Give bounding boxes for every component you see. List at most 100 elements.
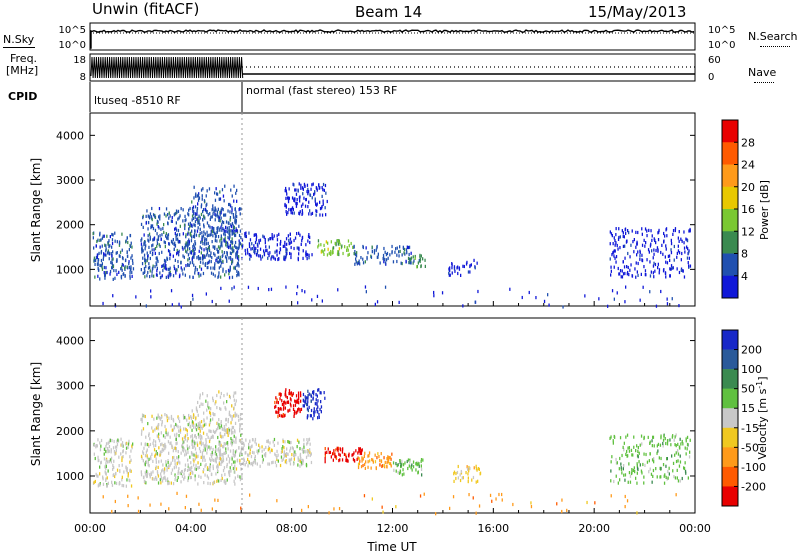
scatter-cell: [94, 479, 96, 484]
scatter-cell: [284, 390, 287, 394]
scatter-cell: [322, 250, 324, 254]
scatter-cell: [121, 478, 123, 482]
scatter-cell: [259, 464, 261, 468]
scatter-cell: [146, 442, 148, 447]
scatter-cell: [152, 227, 155, 231]
scatter-cell: [402, 463, 405, 467]
scatter-cell: [198, 502, 200, 506]
scatter-cell: [153, 448, 156, 452]
scatter-cell: [269, 441, 271, 445]
scatter-cell: [322, 202, 324, 206]
scatter-cell: [284, 460, 286, 464]
scatter-cell: [169, 266, 171, 270]
scatter-cell: [671, 297, 673, 301]
scatter-cell: [685, 471, 687, 475]
scatter-cell: [189, 455, 191, 459]
scatter-cell: [385, 258, 388, 262]
scatter-cell: [206, 394, 208, 398]
scatter-cell: [610, 269, 612, 273]
scatter-cell: [164, 475, 166, 479]
scatter-cell: [288, 242, 290, 246]
scatter-cell: [112, 294, 114, 298]
scatter-cell: [167, 433, 169, 437]
nsky-legend-line: [3, 47, 35, 48]
scatter-cell: [240, 433, 242, 437]
scatter-cell: [304, 290, 306, 294]
scatter-cell: [685, 237, 687, 241]
scatter-cell: [174, 475, 177, 479]
scatter-cell: [265, 445, 267, 450]
scatter-cell: [120, 276, 123, 280]
scatter-cell: [249, 493, 251, 497]
scatter-cell: [347, 239, 350, 243]
scatter-cell: [225, 481, 227, 485]
scatter-cell: [318, 183, 320, 187]
scatter-cell: [217, 226, 219, 230]
scatter-cell: [223, 401, 225, 405]
scatter-cell: [111, 241, 114, 246]
scatter-cell: [471, 478, 473, 482]
scatter-cell: [157, 237, 160, 241]
velocity-y-label: Slant Range [km]: [29, 362, 43, 466]
scatter-cell: [281, 399, 283, 403]
scatter-cell: [226, 478, 228, 482]
scatter-cell: [674, 476, 677, 480]
scatter-cell: [396, 259, 398, 264]
scatter-cell: [657, 442, 660, 446]
scatter-cell: [236, 253, 238, 257]
scatter-cell: [566, 508, 568, 512]
scatter-cell: [194, 434, 196, 438]
scatter-cell: [662, 444, 664, 448]
scatter-cell: [288, 207, 290, 212]
nsearch-legend-line: [760, 46, 790, 47]
scatter-cell: [212, 396, 214, 400]
scatter-cell: [405, 248, 408, 252]
scatter-cell: [628, 449, 631, 453]
scatter-cell: [229, 204, 232, 208]
scatter-cell: [634, 470, 636, 474]
scatter-cell: [294, 236, 297, 240]
scatter-cell: [157, 481, 160, 485]
scatter-cell: [646, 460, 649, 464]
scatter-cell: [223, 428, 225, 432]
scatter-cell: [618, 467, 620, 471]
scatter-cell: [400, 463, 402, 467]
scatter-cell: [167, 461, 169, 465]
scatter-cell: [227, 230, 229, 234]
scatter-cell: [248, 446, 250, 450]
scatter-cell: [404, 252, 406, 256]
scatter-cell: [211, 454, 213, 458]
scatter-cell: [208, 468, 211, 472]
nsearch-label: N.Search: [748, 30, 798, 43]
scatter-cell: [218, 457, 220, 461]
scatter-cell: [388, 456, 390, 460]
scatter-cell: [189, 221, 191, 225]
nsky-trace: [90, 29, 695, 49]
scatter-cell: [212, 447, 214, 452]
scatter-cell: [649, 244, 652, 248]
scatter-cell: [309, 235, 311, 239]
scatter-cell: [631, 468, 633, 472]
scatter-cell: [294, 403, 297, 407]
scatter-cell: [233, 414, 235, 418]
scatter-cell: [354, 252, 356, 256]
scatter-cell: [271, 461, 273, 465]
scatter-cell: [199, 396, 201, 400]
scatter-cell: [626, 449, 628, 454]
scatter-cell: [175, 221, 177, 225]
scatter-cell: [187, 463, 189, 467]
colorbar-tick-label: 20: [741, 181, 755, 194]
scatter-cell: [287, 200, 290, 204]
scatter-cell: [389, 462, 392, 466]
scatter-cell: [275, 464, 278, 468]
scatter-cell: [144, 275, 146, 279]
scatter-cell: [495, 497, 497, 501]
scatter-cell: [214, 206, 216, 210]
scatter-cell: [327, 447, 329, 451]
scatter-cell: [262, 234, 264, 238]
scatter-cell: [193, 423, 195, 427]
scatter-cell: [646, 229, 648, 233]
scatter-cell: [177, 472, 179, 476]
scatter-cell: [219, 454, 221, 459]
scatter-cell: [671, 435, 673, 439]
